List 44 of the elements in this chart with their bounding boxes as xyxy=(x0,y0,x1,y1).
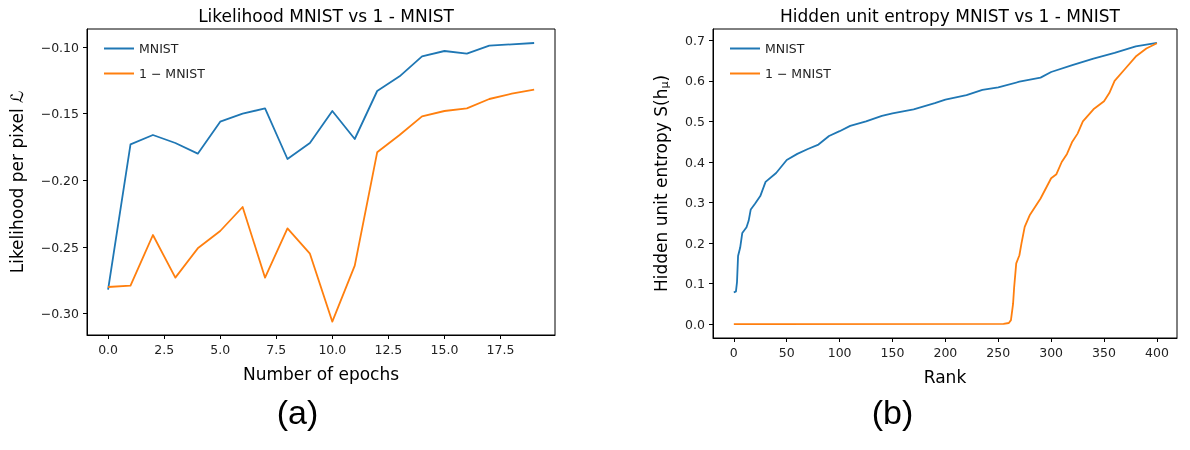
chart-title: Likelihood MNIST vs 1 - MNIST xyxy=(198,5,455,26)
x-tick-label: 7.5 xyxy=(266,342,287,357)
x-axis-title: Number of epochs xyxy=(242,363,400,384)
x-tick-label: 0.0 xyxy=(98,342,119,357)
legend-label: 1 − MNIST xyxy=(765,66,832,81)
x-tick-label: 250 xyxy=(986,345,1011,360)
x-tick-label: 100 xyxy=(827,345,852,360)
x-tick-label: 15.0 xyxy=(430,342,459,357)
legend-label: 1 − MNIST xyxy=(139,66,206,81)
legend-label: MNIST xyxy=(139,41,179,56)
line-series xyxy=(107,42,536,291)
chart-title: Hidden unit entropy MNIST vs 1 - MNIST xyxy=(780,5,1121,26)
x-tick-label: 200 xyxy=(933,345,958,360)
x-tick-label: 350 xyxy=(1092,345,1116,360)
text: (b) xyxy=(871,393,914,431)
y-tick-label: 0.3 xyxy=(685,195,705,211)
y-axis-title: Likelihood per pixel ℒ xyxy=(6,90,27,274)
x-tick-label: 2.5 xyxy=(154,342,175,357)
y-tick-label: 0.1 xyxy=(685,276,705,292)
y-axis-title: Hidden unit entropy S(hμ) xyxy=(650,74,671,293)
y-tick-label: 0.7 xyxy=(685,32,705,48)
x-tick-label: 10.0 xyxy=(318,342,347,357)
y-tick-label: 0.6 xyxy=(685,73,706,89)
y-tick-label: −0.15 xyxy=(40,106,79,122)
line-series xyxy=(107,88,536,323)
y-tick-label: −0.20 xyxy=(40,172,80,188)
y-tick-label: 0.4 xyxy=(685,154,706,170)
y-tick-label: −0.25 xyxy=(40,239,79,255)
text: (a) xyxy=(276,393,319,431)
y-tick-label: 0.0 xyxy=(685,316,706,332)
y-tick-label: −0.10 xyxy=(40,39,80,55)
legend-label: MNIST xyxy=(765,41,805,56)
x-tick-label: 5.0 xyxy=(210,342,231,357)
y-tick-label: 0.5 xyxy=(685,113,705,129)
x-tick-label: 17.5 xyxy=(486,342,515,357)
x-tick-label: 400 xyxy=(1144,345,1169,360)
y-tick-label: 0.2 xyxy=(685,235,705,251)
x-tick-label: 300 xyxy=(1039,345,1064,360)
y-tick-label: −0.30 xyxy=(40,306,80,322)
x-tick-label: 150 xyxy=(880,345,905,360)
x-tick-label: 0 xyxy=(729,345,738,360)
x-tick-label: 12.5 xyxy=(374,342,403,357)
x-tick-label: 50 xyxy=(778,345,795,360)
x-axis-title: Rank xyxy=(923,366,967,387)
